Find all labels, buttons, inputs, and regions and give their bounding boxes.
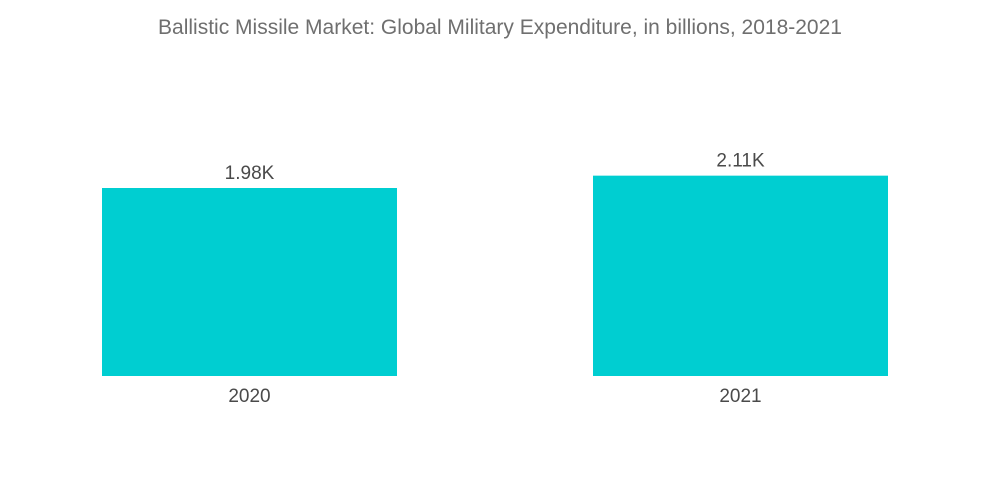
x-tick-label-2020: 2020	[228, 386, 270, 407]
bar-2020	[102, 188, 397, 376]
bar-2021	[593, 175, 888, 376]
x-tick-label-2021: 2021	[719, 386, 761, 407]
data-label-2020: 1.98K	[225, 163, 275, 184]
data-label-2021: 2.11K	[716, 151, 765, 172]
chart-title: Ballistic Missile Market: Global Militar…	[158, 16, 842, 39]
